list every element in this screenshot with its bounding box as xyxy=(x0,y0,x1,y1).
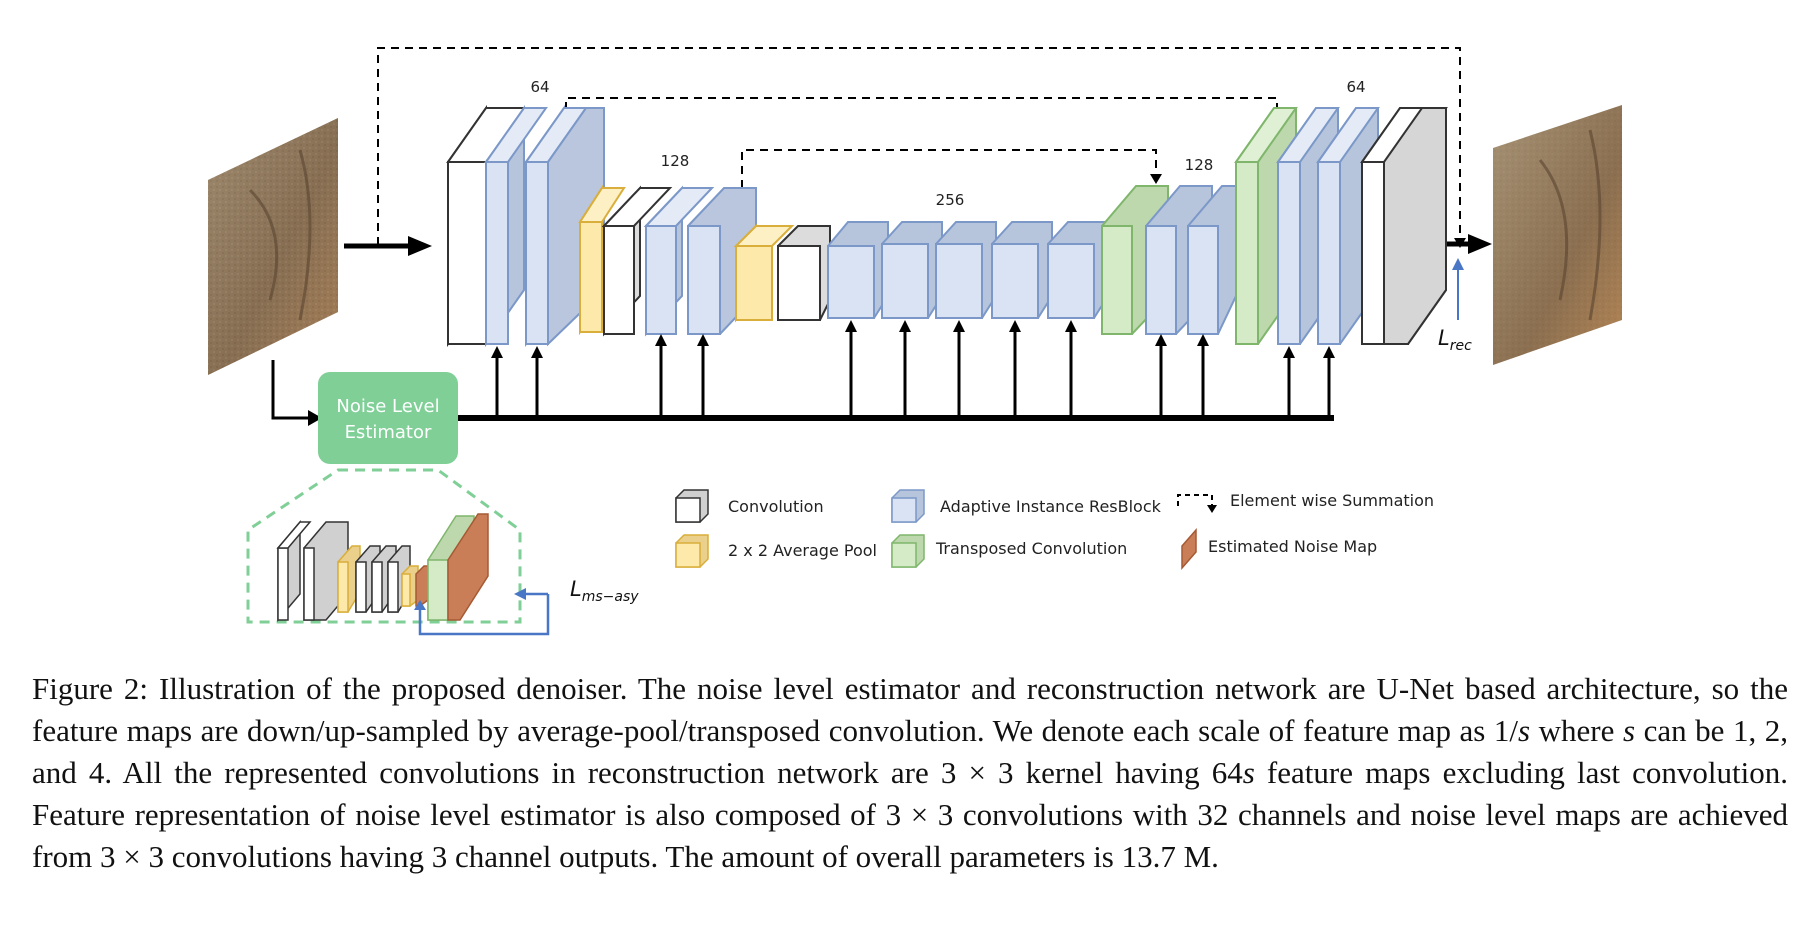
loss-ms-asy-base: L xyxy=(570,577,582,601)
adaptive-instance-resblock xyxy=(643,185,715,337)
caption-text-part3: can be 1, 2, and 4. All the represented … xyxy=(32,713,1788,790)
noise-level-estimator-box: Noise Level Estimator xyxy=(318,372,458,464)
legend-resblock: Adaptive Instance ResBlock xyxy=(891,489,1162,523)
convolution-block xyxy=(601,185,673,337)
legend-average-pool: 2 x 2 Average Pool xyxy=(675,534,877,568)
convolution-block xyxy=(446,104,528,348)
channel-label-256: 256 xyxy=(936,191,965,209)
adaptive-instance-resblock xyxy=(827,221,889,319)
denoiser-architecture-diagram: 64 128 256 128 64 Noise Level Estimator … xyxy=(208,47,1622,636)
average-pool-swatch xyxy=(675,534,709,568)
channel-label-128-left: 128 xyxy=(661,152,690,170)
legend-transposed-convolution: Transposed Convolution xyxy=(891,534,1127,568)
final-convolution-block xyxy=(1360,107,1448,345)
caption-text-part2: where xyxy=(1530,713,1623,748)
legend-label-transposed-convolution: Transposed Convolution xyxy=(935,539,1127,558)
caption-variable-s: s xyxy=(1622,713,1636,748)
outer-skip-connection xyxy=(377,47,1461,245)
loss-rec-base: L xyxy=(1438,326,1450,350)
transposed-convolution-swatch xyxy=(891,534,925,568)
middle-skip-connection xyxy=(741,149,1157,188)
caption-figure-number: Figure 2: xyxy=(32,671,149,706)
legend: Convolution 2 x 2 Average Pool Adaptive … xyxy=(675,489,1434,570)
output-image xyxy=(1493,105,1622,365)
noise-map-swatch xyxy=(1181,528,1197,570)
noise-estimator-detail: Lms−asy xyxy=(246,468,639,636)
adaptive-instance-resblock xyxy=(991,221,1053,319)
channel-label-128-right: 128 xyxy=(1185,156,1214,174)
legend-convolution: Convolution xyxy=(675,489,824,523)
noise-injection-arrows xyxy=(491,320,1335,418)
caption-variable-s: s xyxy=(1518,713,1531,748)
adaptive-instance-resblock xyxy=(1187,185,1237,335)
svg-text:Lrec: Lrec xyxy=(1438,326,1472,354)
legend-summation: Element wise Summation xyxy=(1177,491,1434,513)
average-pool-block xyxy=(733,223,795,323)
top-skip-connection xyxy=(565,97,1278,124)
input-image xyxy=(208,118,338,375)
figure-caption: Figure 2: Illustration of the proposed d… xyxy=(32,668,1788,878)
resblock-swatch xyxy=(891,489,925,523)
reconstruction-loss: Lrec xyxy=(1438,258,1472,354)
channel-label-64-left: 64 xyxy=(530,78,549,96)
caption-variable-s: s xyxy=(1242,755,1255,790)
legend-label-noise-map: Estimated Noise Map xyxy=(1208,537,1377,556)
caption-text-part1: Illustration of the proposed denoiser. T… xyxy=(32,671,1789,748)
reconstruction-network xyxy=(446,104,1448,348)
legend-noise-map: Estimated Noise Map xyxy=(1181,528,1377,570)
caption-text-part4: feature maps excluding last convolution.… xyxy=(32,755,1788,874)
channel-label-64-right: 64 xyxy=(1346,78,1365,96)
adaptive-instance-resblock xyxy=(881,221,943,319)
legend-label-convolution: Convolution xyxy=(728,497,824,516)
loss-rec-subscript: rec xyxy=(1450,338,1472,354)
legend-label-summation: Element wise Summation xyxy=(1230,491,1434,510)
convolution-block xyxy=(777,225,831,321)
loss-ms-asy-subscript: ms−asy xyxy=(582,589,640,605)
adaptive-instance-resblock xyxy=(935,221,997,319)
summation-swatch xyxy=(1177,494,1217,513)
adaptive-instance-resblock xyxy=(1047,221,1109,319)
legend-label-resblock: Adaptive Instance ResBlock xyxy=(940,497,1162,516)
legend-label-average-pool: 2 x 2 Average Pool xyxy=(728,541,877,560)
noise-level-path xyxy=(271,360,1334,426)
svg-text:Lms−asy: Lms−asy xyxy=(570,577,639,605)
estimator-label-line2: Estimator xyxy=(345,422,432,443)
adaptive-instance-resblock xyxy=(484,104,548,348)
convolution-swatch xyxy=(675,489,709,523)
estimator-label-line1: Noise Level xyxy=(336,396,439,417)
average-pool-block xyxy=(578,184,626,336)
